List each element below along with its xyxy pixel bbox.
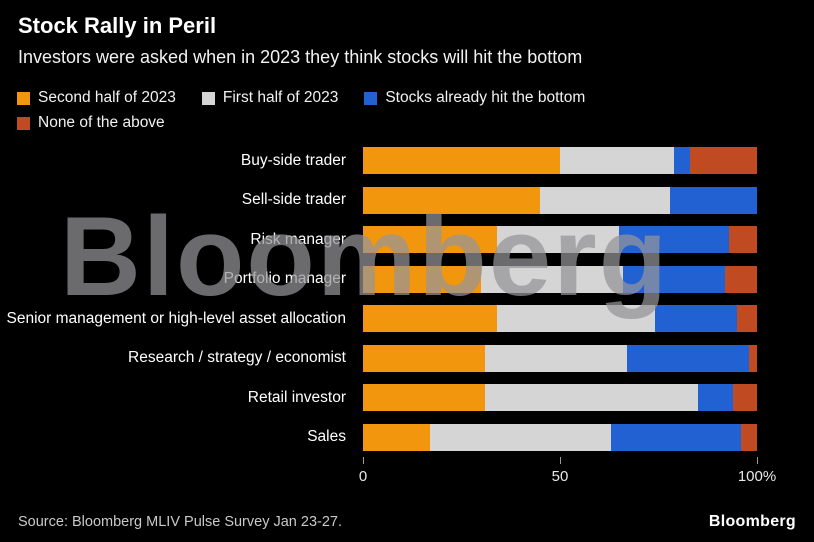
bar-track bbox=[363, 147, 757, 175]
legend-swatch-icon bbox=[17, 91, 30, 105]
bar-segment bbox=[363, 186, 541, 214]
bar-segment bbox=[697, 384, 734, 412]
category-label: Risk manager bbox=[250, 230, 346, 248]
category-label: Buy-side trader bbox=[240, 151, 346, 169]
bar-segment bbox=[363, 265, 482, 293]
bar-segment bbox=[363, 344, 486, 372]
bar-segment bbox=[560, 147, 675, 175]
bar-track bbox=[363, 265, 757, 293]
bar-segment bbox=[363, 384, 486, 412]
legend-item-label: Stocks already hit the bottom bbox=[385, 89, 586, 106]
legend-item-label: Second half of 2023 bbox=[38, 89, 176, 106]
bar-track bbox=[363, 226, 757, 254]
category-label: Portfolio manager bbox=[223, 270, 346, 288]
axis-tick-label: 0 bbox=[358, 468, 368, 485]
bar-track bbox=[363, 423, 757, 451]
bar-segment bbox=[363, 423, 430, 451]
chart-row: Sell-side trader bbox=[0, 181, 814, 221]
bar-segment bbox=[363, 305, 497, 333]
bar-segment bbox=[674, 147, 690, 175]
bar-segment bbox=[363, 147, 560, 175]
bar-segment bbox=[741, 423, 757, 451]
bar-segment bbox=[733, 384, 757, 412]
bar-segment bbox=[626, 344, 750, 372]
category-label: Sales bbox=[307, 428, 346, 446]
bar-segment bbox=[540, 186, 671, 214]
bloomberg-logo: Bloomberg bbox=[708, 513, 796, 530]
bar-track bbox=[363, 344, 757, 372]
axis-tick-mark bbox=[362, 457, 364, 464]
legend-item-label: First half of 2023 bbox=[222, 89, 339, 106]
category-label: Retail investor bbox=[247, 388, 346, 406]
chart-row: Sales bbox=[0, 418, 814, 458]
axis-tick-label: 100% bbox=[737, 468, 777, 485]
bar-track bbox=[363, 186, 757, 214]
bar-segment bbox=[619, 226, 730, 254]
plot-area: Buy-side trader Sell-side trader Risk mana… bbox=[0, 141, 814, 457]
category-label: Sell-side trader bbox=[241, 191, 346, 209]
legend-item-0: Second half of 2023 bbox=[17, 88, 176, 108]
axis-tick-label: 50 bbox=[551, 468, 569, 485]
legend-item-1: First half of 2023 bbox=[201, 88, 339, 108]
bar-segment bbox=[363, 226, 497, 254]
bar-segment bbox=[654, 305, 738, 333]
x-axis: 0 50 100% bbox=[359, 457, 776, 493]
chart-row: Buy-side trader bbox=[0, 141, 814, 181]
bar-segment bbox=[725, 265, 757, 293]
bar-segment bbox=[729, 226, 757, 254]
bar-segment bbox=[670, 186, 757, 214]
chart-row: Retail investor bbox=[0, 378, 814, 418]
legend: Second half of 2023 First half of 2023 Sto… bbox=[17, 88, 707, 138]
bar-track bbox=[363, 384, 757, 412]
chart-row: Risk manager bbox=[0, 220, 814, 260]
chart-subtitle: Investors were asked when in 2023 they t… bbox=[18, 47, 583, 67]
category-label: Senior management or high-level asset al… bbox=[6, 309, 346, 327]
chart-title: Stock Rally in Peril bbox=[18, 13, 217, 38]
axis-tick-mark bbox=[559, 457, 561, 464]
legend-item-label: None of the above bbox=[38, 114, 165, 131]
bar-segment bbox=[749, 344, 757, 372]
bar-track bbox=[363, 305, 757, 333]
chart-row: Senior management or high-level asset al… bbox=[0, 299, 814, 339]
axis-tick-mark bbox=[756, 457, 758, 464]
bar-segment bbox=[481, 265, 624, 293]
bar-segment bbox=[623, 265, 726, 293]
category-label: Research / strategy / economist bbox=[128, 349, 346, 367]
bar-segment bbox=[737, 305, 757, 333]
legend-item-3: None of the above bbox=[17, 113, 165, 133]
legend-swatch-icon bbox=[364, 91, 378, 105]
source-note: Source: Bloomberg MLIV Pulse Survey Jan … bbox=[18, 514, 342, 530]
bar-segment bbox=[496, 305, 655, 333]
bar-segment bbox=[485, 384, 698, 412]
bar-segment bbox=[611, 423, 742, 451]
bar-segment bbox=[429, 423, 612, 451]
chart-row: Portfolio manager bbox=[0, 260, 814, 300]
chart-row: Research / strategy / economist bbox=[0, 339, 814, 379]
legend-item-2: Stocks already hit the bottom bbox=[364, 88, 585, 108]
legend-swatch-icon bbox=[17, 116, 30, 130]
bar-segment bbox=[690, 147, 757, 175]
bar-segment bbox=[496, 226, 620, 254]
legend-swatch-icon bbox=[201, 91, 215, 105]
bar-segment bbox=[485, 344, 627, 372]
